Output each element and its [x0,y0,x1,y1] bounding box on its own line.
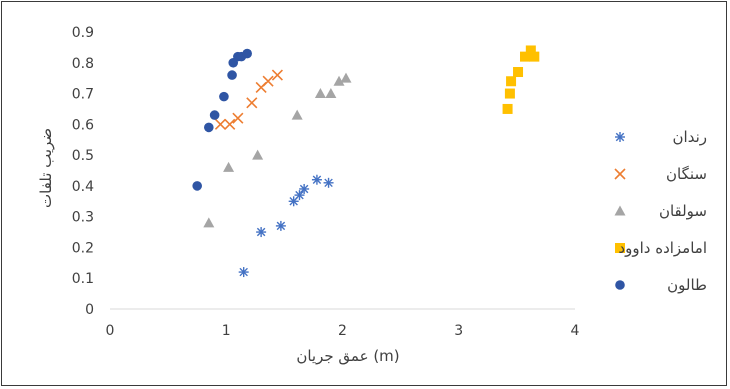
y-tick-label: 0.1 [72,271,94,287]
data-point [529,51,540,62]
legend-marker [615,280,625,290]
data-point [262,75,274,87]
data-point [275,220,286,231]
series-points [238,174,334,278]
legend-item: طالون [615,276,707,294]
y-tick-label: 0.2 [72,240,94,256]
data-point [513,67,524,78]
data-point [291,109,303,120]
data-point [502,103,513,114]
data-point [224,118,236,130]
series-points [192,48,252,191]
data-point [506,76,517,87]
data-point [242,48,252,59]
series-points [203,72,352,228]
data-point [227,70,237,80]
data-point [252,149,264,160]
y-tick-label: 0.8 [72,56,94,72]
legend-item: سنگان [614,165,707,183]
data-point [314,88,326,99]
data-point [271,69,283,81]
data-point [323,177,334,188]
y-tick-label: 0.5 [72,148,94,164]
series-points [214,69,283,130]
data-point [238,267,249,278]
legend-item: رندان [615,128,707,146]
x-axis-title: عمق جریان (m) [296,347,399,365]
y-tick-label: 0.9 [72,25,94,41]
data-point [192,181,202,191]
legend-label: رندان [673,128,707,146]
x-tick-label: 3 [454,323,463,339]
data-point [203,217,215,228]
data-point [294,190,305,201]
data-point [209,110,220,120]
legend-item: امامزاده داوود [615,239,707,257]
y-axis-title: ضریب تلفات [37,128,55,208]
data-point [340,72,352,83]
legend-marker [615,132,625,142]
data-point [246,97,258,109]
legend-marker [614,205,626,216]
y-tick-label: 0.6 [72,117,94,133]
x-tick-label: 4 [571,323,580,339]
data-point [214,118,227,130]
data-point [325,88,337,99]
data-point [256,227,267,238]
legend-label: سولقان [659,202,707,220]
x-tick-label: 1 [222,323,231,339]
data-point [311,174,322,185]
data-points [192,45,540,278]
y-tick-label: 0.7 [72,87,94,103]
data-point [333,75,345,86]
legend-marker [615,243,625,253]
y-tick-label: 0.4 [72,179,94,195]
x-tick-label: 0 [106,323,115,339]
data-point [504,88,515,99]
legend-label: طالون [667,276,707,294]
data-point [520,51,531,62]
legend: رندان سنگان سولقان امامزاده داوود طالون [614,128,707,294]
y-tick-label: 0.3 [72,210,94,226]
tick-labels: 0 1 2 3 4 0 0.1 0.2 0.3 0.4 0.5 0.6 0.7 0.8 0.9 [72,25,580,339]
x-tick-label: 2 [338,323,347,339]
data-point [219,91,229,102]
data-point [299,183,310,194]
y-tick-label: 0 [85,302,94,318]
series-points [502,45,540,114]
data-point [223,161,235,172]
legend-label: امامزاده داوود [618,239,707,257]
data-point [525,45,536,56]
data-point [204,122,214,133]
legend-label: سنگان [666,165,707,183]
legend-marker [614,168,626,180]
data-point [232,112,244,124]
legend-item: سولقان [614,202,707,220]
